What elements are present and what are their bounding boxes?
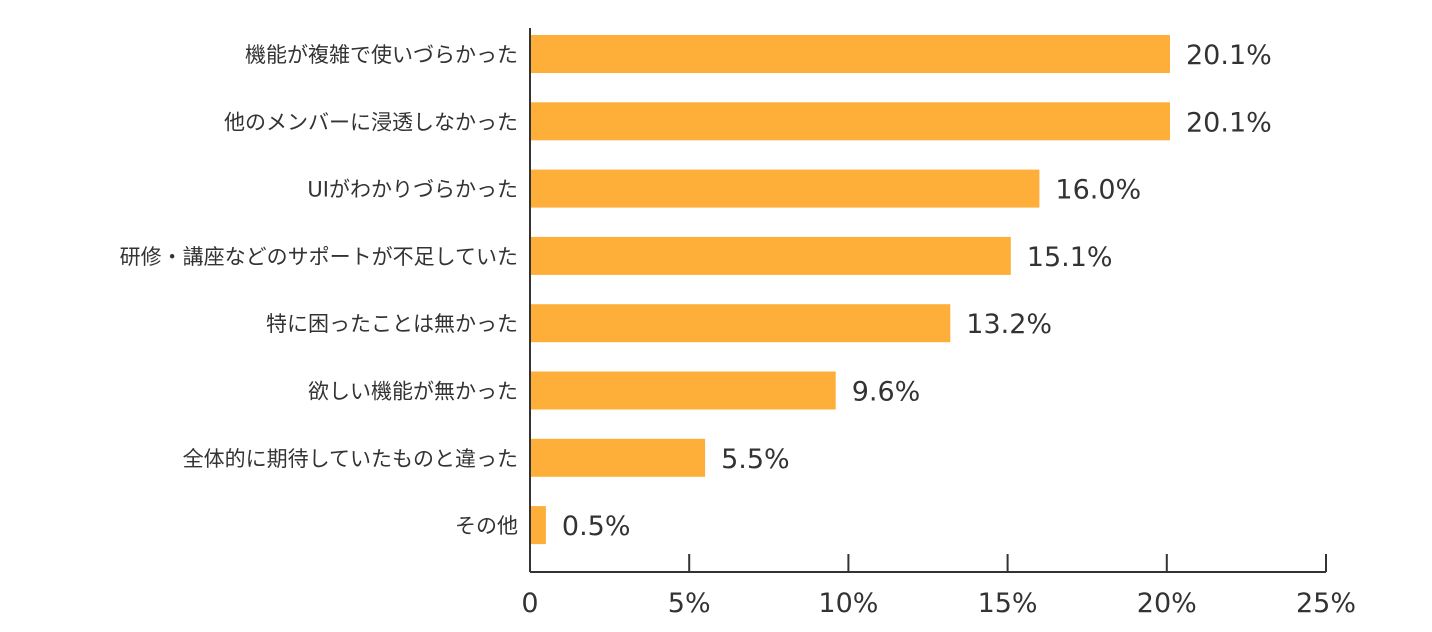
value-label-6: 5.5% [721,444,790,475]
category-label-6: 全体的に期待していたものと違った [183,447,518,471]
value-label-1: 20.1% [1186,107,1272,138]
category-label-3: 研修・講座などのサポートが不足していた [120,245,518,269]
x-tick-label-2: 10% [818,588,878,619]
bars-layer [531,35,1170,545]
x-tick-label-3: 15% [978,588,1038,619]
value-label-0: 20.1% [1186,40,1272,71]
value-label-7: 0.5% [562,511,631,542]
category-label-0: 機能が複雑で使いづらかった [245,43,518,67]
x-tick-label-1: 5% [668,588,711,619]
axes: 0 5% 10% 15% 20% 25% [521,28,1356,619]
bar-7 [531,506,546,545]
value-labels: 20.1% 20.1% 16.0% 15.1% 13.2% 9.6% 5.5% 0.5% [562,40,1272,542]
bar-6 [531,438,706,477]
bar-0 [531,35,1170,73]
value-label-3: 15.1% [1027,242,1113,273]
value-label-5: 9.6% [852,377,921,408]
category-label-5: 欲しい機能が無かった [308,380,518,404]
x-tick-label-0: 0 [521,588,538,619]
x-tick-label-5: 25% [1296,588,1356,619]
x-tick-label-4: 20% [1137,588,1197,619]
bar-4 [531,304,951,343]
bar-2 [531,169,1040,208]
value-label-4: 13.2% [966,309,1052,340]
bar-5 [531,371,836,410]
category-label-1: 他のメンバーに浸透しなかった [224,110,518,134]
category-label-2: UIがわかりづらかった [307,178,518,202]
category-label-4: 特に困ったことは無かった [266,312,518,336]
category-label-7: その他 [455,514,518,538]
bar-3 [531,236,1011,275]
bar-1 [531,102,1170,141]
value-label-2: 16.0% [1055,175,1141,206]
